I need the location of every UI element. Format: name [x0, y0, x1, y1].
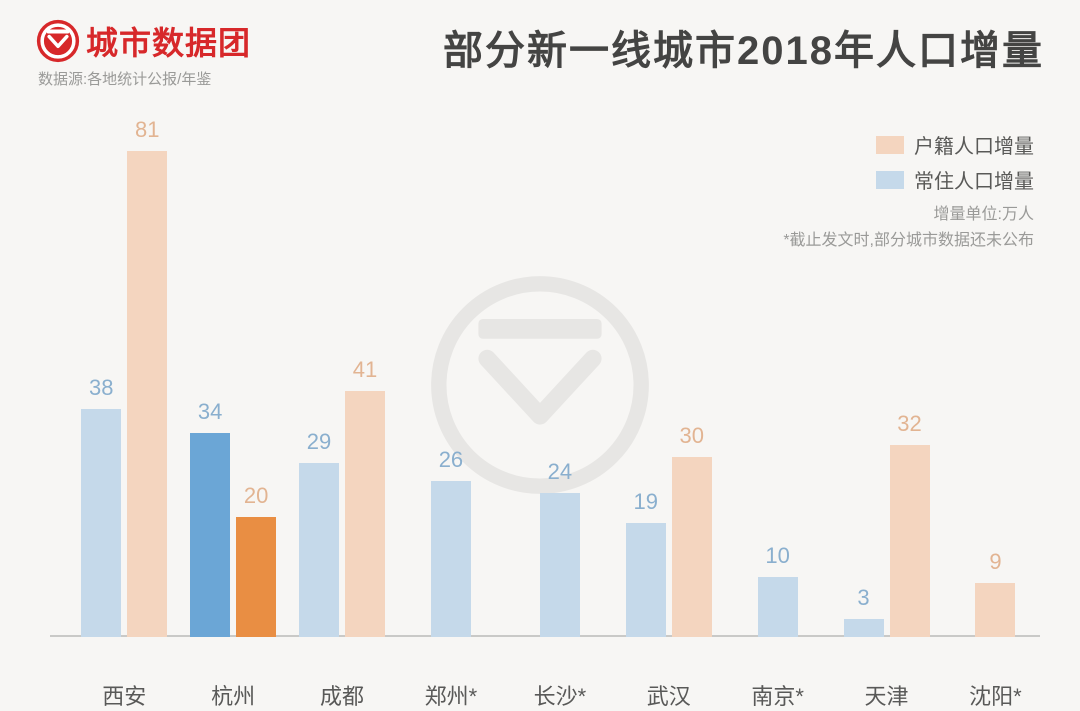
bar-value: 20 [244, 483, 268, 509]
bar-value: 19 [634, 489, 658, 515]
bar-household: 41 [345, 391, 385, 637]
bar-household: 81 [127, 151, 167, 637]
brand: 城市数据团 [36, 18, 251, 64]
bar-group: 10 [758, 577, 798, 637]
chart-title: 部分新一线城市2018年人口增量 [443, 18, 1044, 76]
data-source: 数据源:各地统计公报/年鉴 [38, 68, 211, 89]
bar-value: 24 [548, 459, 572, 485]
bar-value: 29 [307, 429, 331, 455]
bar-resident: 3 [844, 619, 884, 637]
bar-group: 1930 [626, 457, 712, 637]
bar-resident: 34 [190, 433, 230, 637]
x-axis-label: 郑州* [425, 679, 478, 711]
bar-group: 3881 [81, 151, 167, 637]
bar-group: 2941 [299, 391, 385, 637]
bar-resident: 24 [540, 493, 580, 637]
bar-value: 30 [680, 423, 704, 449]
bar-household: 9 [975, 583, 1015, 637]
bar-household: 20 [236, 517, 276, 637]
bar-group: 26 [431, 481, 471, 637]
bar-value: 9 [989, 549, 1001, 575]
bar-value: 26 [439, 447, 463, 473]
brand-text: 城市数据团 [86, 18, 251, 64]
x-axis-label: 武汉 [647, 679, 691, 711]
bar-value: 34 [198, 399, 222, 425]
bar-resident: 29 [299, 463, 339, 637]
x-axis-label: 南京* [751, 679, 804, 711]
bar-value: 41 [353, 357, 377, 383]
bar-chart: 38813420294126241930103329 [50, 115, 1040, 637]
x-axis-label: 成都 [320, 679, 364, 711]
bar-value: 38 [89, 375, 113, 401]
x-axis-label: 西安 [102, 679, 146, 711]
bar-value: 3 [857, 585, 869, 611]
bar-resident: 10 [758, 577, 798, 637]
bar-group: 9 [975, 583, 1015, 637]
bar-value: 81 [135, 117, 159, 143]
bar-value: 32 [897, 411, 921, 437]
bar-household: 30 [672, 457, 712, 637]
brand-logo-icon [36, 19, 80, 63]
bar-group: 24 [540, 493, 580, 637]
bar-household: 32 [890, 445, 930, 637]
x-axis-label: 天津 [865, 679, 909, 711]
bar-resident: 19 [626, 523, 666, 637]
x-axis-label: 杭州 [211, 679, 255, 711]
x-axis-label: 长沙* [534, 679, 587, 711]
x-axis-label: 沈阳* [969, 679, 1022, 711]
bar-value: 10 [765, 543, 789, 569]
bar-group: 3420 [190, 433, 276, 637]
bar-resident: 38 [81, 409, 121, 637]
bar-resident: 26 [431, 481, 471, 637]
bar-group: 3 32 [844, 445, 930, 637]
